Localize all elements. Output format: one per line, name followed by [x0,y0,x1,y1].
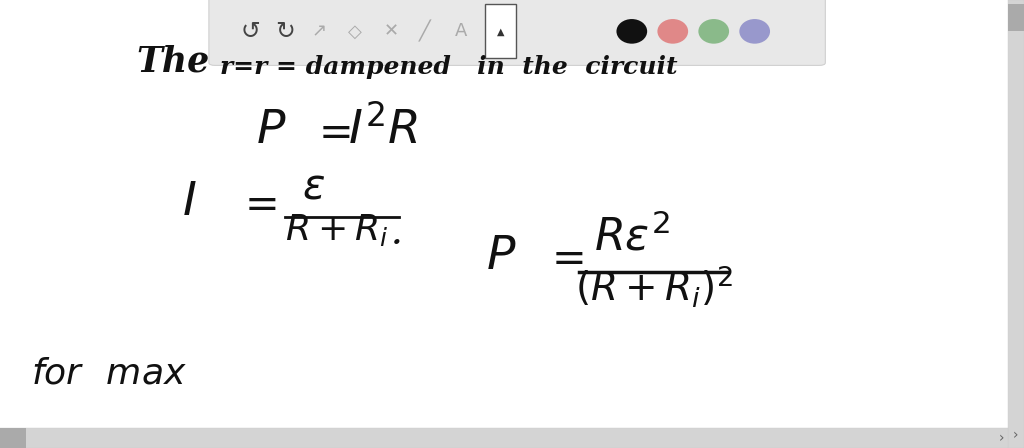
Text: $=$: $=$ [236,182,276,224]
Text: $(R+R_i)^2$: $(R+R_i)^2$ [575,263,733,310]
Text: ✕: ✕ [384,22,398,40]
Text: $R\varepsilon^2$: $R\varepsilon^2$ [594,215,670,260]
Text: ▲: ▲ [497,26,505,36]
Text: $\mathit{for}$  $\mathit{max}^{\ }$: $\mathit{for}$ $\mathit{max}^{\ }$ [31,356,186,390]
Text: $R+R_i$: $R+R_i$ [285,212,388,248]
Ellipse shape [698,19,729,43]
Text: $\varepsilon$: $\varepsilon$ [302,165,325,207]
Text: ›: › [1013,427,1019,442]
FancyBboxPatch shape [0,428,26,448]
Text: $I$: $I$ [182,179,197,225]
FancyBboxPatch shape [485,4,516,58]
FancyBboxPatch shape [1008,4,1024,31]
Text: A: A [455,22,467,40]
Text: $I^2R$: $I^2R$ [348,106,418,153]
Text: The: The [136,45,210,79]
Text: ⬜: ⬜ [494,22,504,40]
FancyBboxPatch shape [0,428,1008,448]
Text: .: . [392,223,401,250]
Ellipse shape [616,19,647,43]
Text: ↻: ↻ [274,19,295,43]
Text: $=$: $=$ [310,110,351,152]
Text: $P$: $P$ [486,233,517,279]
Text: ↗: ↗ [312,22,327,40]
Text: ╱: ╱ [419,20,431,43]
Text: $=$: $=$ [543,236,584,278]
Text: ›: › [998,431,1005,445]
Ellipse shape [657,19,688,43]
FancyBboxPatch shape [1008,0,1024,448]
Text: ↺: ↺ [241,19,261,43]
Ellipse shape [739,19,770,43]
Text: ◇: ◇ [348,22,362,40]
Text: r=r = dampened   in  the  circuit: r=r = dampened in the circuit [220,55,678,79]
FancyBboxPatch shape [209,0,825,65]
Text: $P$: $P$ [256,108,287,153]
